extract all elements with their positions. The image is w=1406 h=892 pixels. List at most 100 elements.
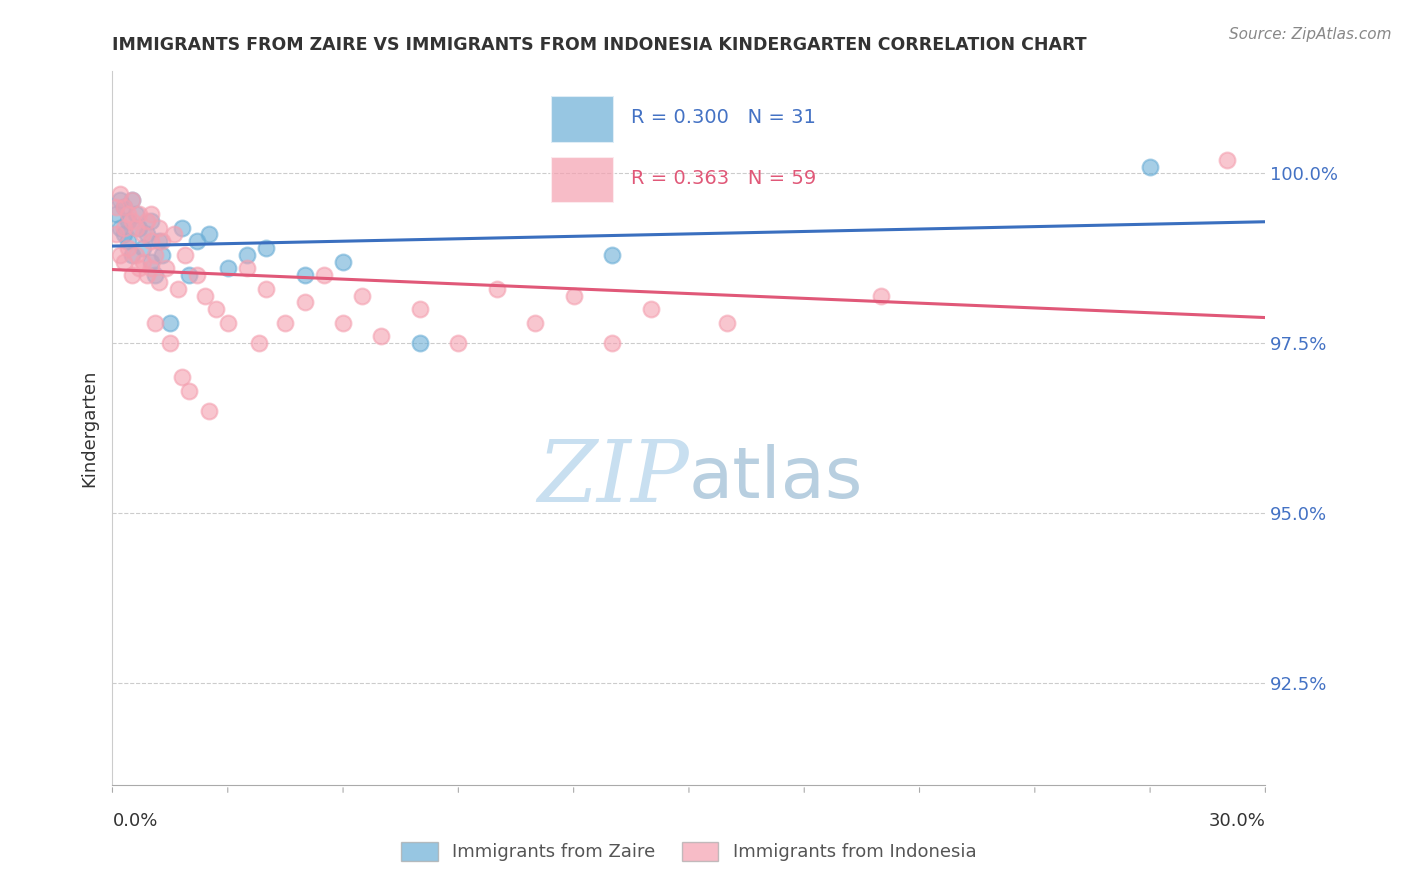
Point (447, 336, 470, 351)
Point (194, 288, 217, 302)
Point (148, 234, 170, 248)
Point (312, 268, 335, 283)
Point (124, 220, 146, 235)
Point (163, 227, 186, 242)
Point (132, 254, 155, 268)
Point (294, 268, 316, 283)
Point (236, 261, 259, 276)
Point (562, 288, 585, 302)
Point (108, 186, 131, 201)
Point (117, 234, 139, 248)
Point (143, 316, 166, 330)
Point (148, 275, 170, 289)
Point (274, 316, 297, 330)
Y-axis label: Kindergarten: Kindergarten (80, 369, 98, 487)
Point (139, 214, 162, 228)
Point (217, 261, 239, 276)
Bar (551, 157, 614, 203)
Point (524, 316, 547, 330)
Point (128, 220, 150, 235)
Point (152, 248, 174, 262)
Point (124, 207, 146, 221)
Point (217, 316, 239, 330)
Point (105, 207, 128, 221)
Point (117, 207, 139, 221)
Point (117, 241, 139, 255)
Point (132, 227, 155, 242)
Point (197, 404, 219, 418)
Point (1139, 160, 1161, 174)
Point (716, 316, 738, 330)
Point (143, 248, 166, 262)
Point (128, 261, 150, 276)
Point (155, 261, 177, 276)
Point (159, 316, 181, 330)
Point (121, 194, 143, 208)
Point (143, 268, 166, 283)
Point (409, 336, 432, 351)
Point (179, 384, 201, 398)
Point (139, 254, 162, 268)
Text: 30.0%: 30.0% (1209, 812, 1265, 830)
Point (170, 370, 193, 384)
Point (139, 261, 162, 276)
Point (600, 336, 623, 351)
Text: IMMIGRANTS FROM ZAIRE VS IMMIGRANTS FROM INDONESIA KINDERGARTEN CORRELATION CHAR: IMMIGRANTS FROM ZAIRE VS IMMIGRANTS FROM… (112, 36, 1087, 54)
Point (117, 214, 139, 228)
Point (128, 207, 150, 221)
Point (332, 254, 354, 268)
Bar (551, 96, 614, 143)
Point (112, 227, 135, 242)
Point (197, 227, 219, 242)
Point (112, 220, 135, 235)
Point (179, 268, 201, 283)
Point (112, 254, 135, 268)
Point (112, 200, 135, 214)
Point (105, 227, 128, 242)
Point (174, 248, 197, 262)
Point (640, 302, 662, 317)
Point (124, 248, 146, 262)
Point (136, 227, 159, 242)
Point (108, 220, 131, 235)
Point (108, 194, 131, 208)
Point (409, 302, 432, 317)
Point (121, 194, 143, 208)
Text: ZIP: ZIP (537, 437, 689, 519)
Point (166, 282, 188, 296)
Point (112, 200, 135, 214)
Point (294, 295, 316, 310)
Point (254, 241, 277, 255)
Point (352, 288, 374, 302)
Point (132, 241, 155, 255)
Point (136, 214, 159, 228)
Point (247, 336, 270, 351)
Point (139, 207, 162, 221)
Point (108, 248, 131, 262)
Point (332, 316, 354, 330)
Point (121, 214, 143, 228)
Point (370, 329, 392, 343)
Point (254, 282, 277, 296)
Legend: Immigrants from Zaire, Immigrants from Indonesia: Immigrants from Zaire, Immigrants from I… (394, 834, 984, 869)
Point (136, 268, 159, 283)
Point (152, 234, 174, 248)
Point (205, 302, 228, 317)
Point (236, 248, 259, 262)
Point (159, 336, 181, 351)
Text: 0.0%: 0.0% (112, 812, 157, 830)
Text: R = 0.363   N = 59: R = 0.363 N = 59 (631, 169, 817, 188)
Point (600, 248, 623, 262)
Point (170, 220, 193, 235)
Point (148, 220, 170, 235)
Point (139, 234, 162, 248)
Text: R = 0.300   N = 31: R = 0.300 N = 31 (631, 108, 815, 128)
Point (121, 268, 143, 283)
Point (186, 268, 208, 283)
Point (121, 248, 143, 262)
Point (1216, 153, 1239, 167)
Text: atlas: atlas (689, 443, 863, 513)
Text: Source: ZipAtlas.com: Source: ZipAtlas.com (1229, 27, 1392, 42)
Point (485, 282, 508, 296)
Point (105, 200, 128, 214)
